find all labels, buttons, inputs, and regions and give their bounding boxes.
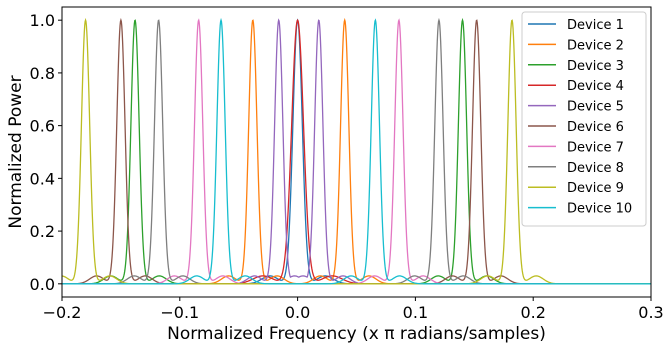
legend-label: Device 3 [567, 59, 624, 74]
y-tick-label: 0.6 [30, 117, 55, 136]
legend-label: Device 1 [567, 18, 624, 33]
legend-label: Device 10 [567, 202, 632, 217]
legend-label: Device 8 [567, 161, 624, 176]
legend-label: Device 5 [567, 100, 624, 115]
y-tick-label: 1.0 [30, 11, 55, 30]
legend-label: Device 9 [567, 181, 624, 196]
y-tick-label: 0.4 [30, 169, 55, 188]
series-line-10 [62, 17, 651, 285]
legend-label: Device 4 [567, 79, 624, 94]
x-tick-label: 0.2 [520, 303, 545, 322]
plot-frame [61, 6, 652, 298]
y-tick-label: 0.8 [30, 64, 55, 83]
x-axis: −0.2 −0.1 0.0 0.1 0.2 0.3 [43, 297, 664, 322]
legend-label: Device 6 [567, 120, 624, 135]
x-tick-label: 0.3 [638, 303, 663, 322]
x-tick-label: −0.2 [43, 303, 82, 322]
y-tick-label: 0.0 [30, 275, 55, 294]
series-layer [62, 17, 651, 285]
x-axis-label: Normalized Frequency (x π radians/sample… [167, 324, 546, 344]
legend: Device 1 Device 2 Device 3 Device 4 Device 5… [521, 11, 647, 227]
legend-label: Device 7 [567, 140, 624, 155]
legend-label: Device 2 [567, 38, 624, 53]
y-axis: 0.0 0.2 0.4 0.6 0.8 1.0 [30, 11, 62, 294]
x-tick-label: −0.1 [160, 303, 199, 322]
x-tick-label: 0.0 [285, 303, 310, 322]
y-axis-label: Normalized Power [6, 75, 26, 228]
y-tick-label: 0.2 [30, 222, 55, 241]
x-tick-label: 0.1 [403, 303, 428, 322]
